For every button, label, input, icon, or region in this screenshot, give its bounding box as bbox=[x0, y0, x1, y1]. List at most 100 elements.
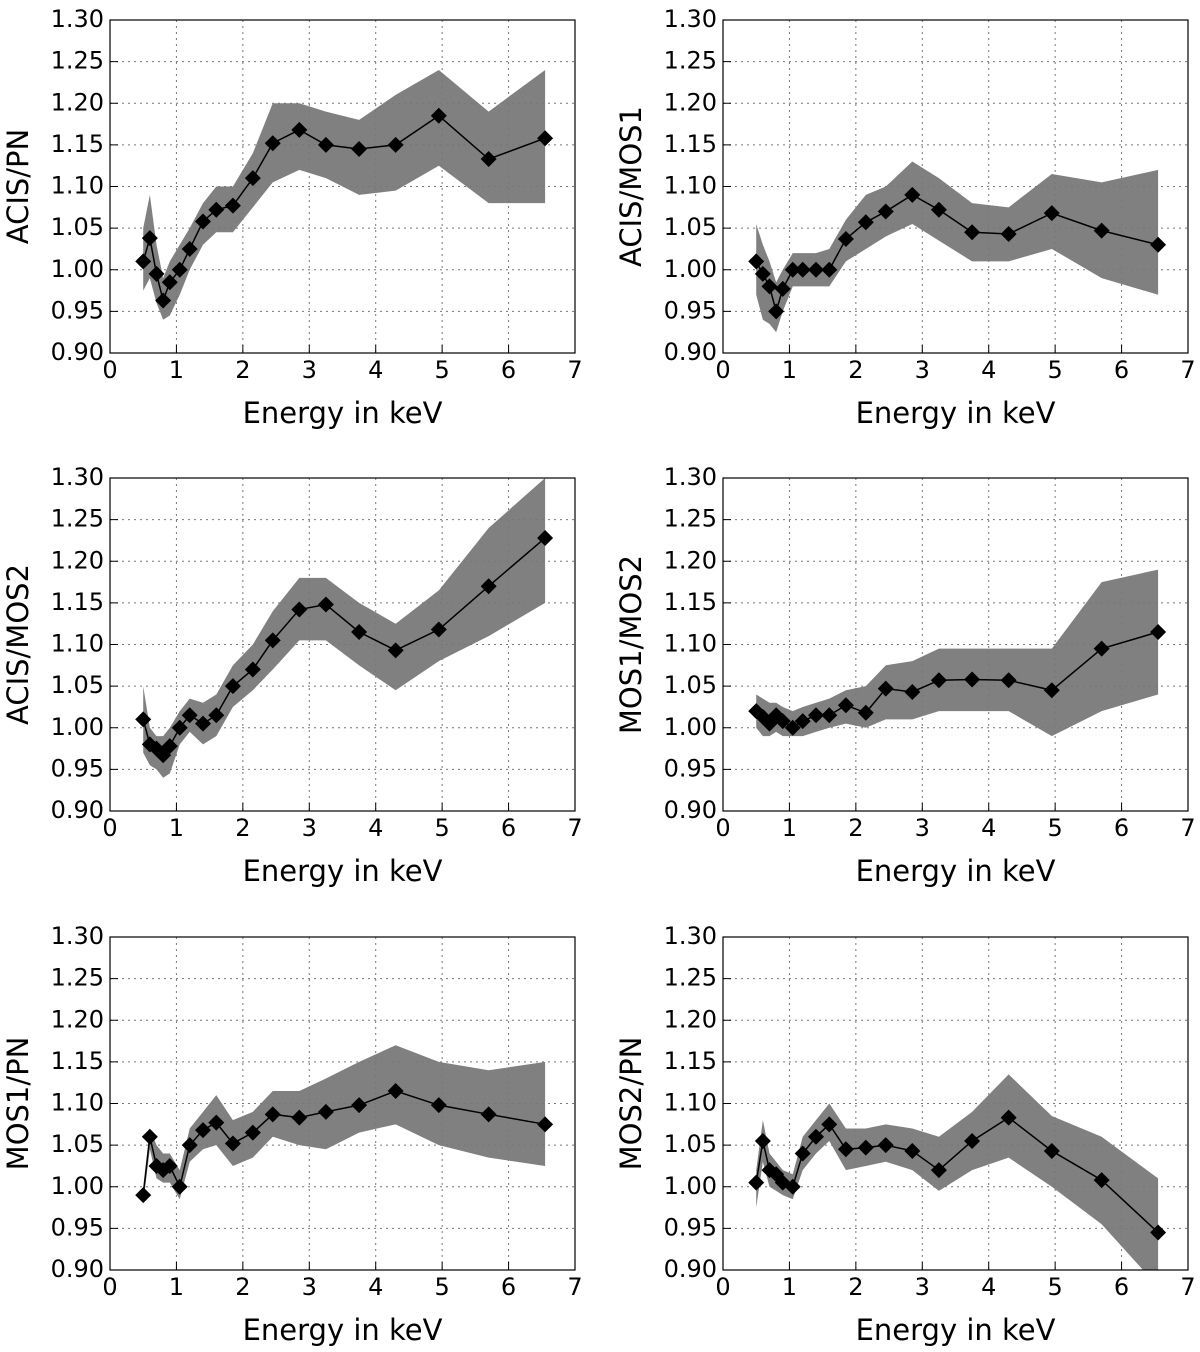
x-tick-label: 5 bbox=[1048, 356, 1063, 384]
diamond-marker bbox=[1000, 672, 1017, 689]
y-tick-label: 0.95 bbox=[51, 754, 104, 782]
diamond-marker bbox=[784, 261, 801, 278]
diamond-marker bbox=[837, 1141, 854, 1158]
diamond-marker bbox=[537, 130, 554, 147]
diamond-marker bbox=[808, 1128, 824, 1145]
diamond-marker bbox=[1000, 1109, 1017, 1126]
axes-frame bbox=[722, 19, 1189, 354]
diamond-marker bbox=[171, 719, 188, 736]
diamond-marker bbox=[161, 1157, 178, 1174]
axes-frame bbox=[722, 477, 1189, 812]
diamond-marker bbox=[351, 624, 368, 641]
diamond-marker bbox=[904, 1142, 921, 1159]
y-tick-label: 0.95 bbox=[51, 296, 104, 324]
x-tick-label: 3 bbox=[302, 814, 317, 842]
axes-frame bbox=[109, 477, 576, 812]
y-tick-label: 1.15 bbox=[664, 130, 717, 158]
x-tick-label: 4 bbox=[981, 814, 996, 842]
diamond-marker bbox=[135, 711, 152, 728]
subplot: 0.90 0.95 1.00 1.05 1.10 1.15 1.20 1.25 1.30 0 1 2 3… bbox=[1, 5, 583, 430]
x-tick-label: 7 bbox=[567, 814, 582, 842]
diamond-marker bbox=[784, 719, 801, 736]
y-tick-label: 1.00 bbox=[664, 713, 717, 741]
diamond-marker bbox=[1000, 225, 1017, 242]
y-tick-label: 1.10 bbox=[664, 1089, 717, 1117]
diamond-marker bbox=[135, 1187, 152, 1204]
plot-area bbox=[723, 937, 1188, 1270]
diamond-marker bbox=[761, 278, 778, 295]
subplot: 0.90 0.95 1.00 1.05 1.10 1.15 1.20 1.25 1.30 0 1 2 3… bbox=[1, 463, 583, 888]
diamond-marker bbox=[748, 1174, 765, 1191]
diamond-marker bbox=[1043, 205, 1060, 222]
y-tick-label: 1.25 bbox=[664, 505, 717, 533]
x-tick-label: 0 bbox=[102, 1273, 117, 1301]
diamond-marker bbox=[195, 213, 211, 230]
diamond-marker bbox=[171, 261, 188, 278]
diamond-marker bbox=[195, 715, 211, 732]
x-tick-label: 0 bbox=[102, 814, 117, 842]
x-tick-label: 0 bbox=[102, 356, 117, 384]
y-tick-label: 1.25 bbox=[664, 47, 717, 75]
diamond-marker bbox=[754, 1132, 771, 1149]
y-tick-label: 0.95 bbox=[664, 1213, 717, 1241]
x-tick-label: 3 bbox=[302, 356, 317, 384]
y-tick-label: 1.20 bbox=[664, 88, 717, 116]
y-tick-label: 1.05 bbox=[664, 671, 717, 699]
y-tick-label: 1.15 bbox=[664, 1047, 717, 1075]
plot-area bbox=[110, 20, 575, 353]
x-axis-label: Energy in keV bbox=[243, 396, 443, 430]
diamond-marker bbox=[877, 680, 894, 697]
x-tick-label: 2 bbox=[848, 814, 863, 842]
y-tick-label: 0.95 bbox=[664, 296, 717, 324]
x-tick-label: 7 bbox=[567, 356, 582, 384]
diamond-marker bbox=[224, 1135, 241, 1152]
diamond-marker bbox=[264, 135, 281, 152]
diamond-marker bbox=[964, 1132, 981, 1149]
y-tick-label: 1.20 bbox=[51, 546, 104, 574]
diamond-marker bbox=[148, 265, 165, 282]
y-tick-label: 1.00 bbox=[664, 1172, 717, 1200]
error-band bbox=[143, 478, 546, 778]
diamond-marker bbox=[317, 596, 334, 613]
diamond-marker bbox=[430, 621, 447, 638]
x-tick-label: 6 bbox=[1114, 814, 1129, 842]
diamond-marker bbox=[1150, 236, 1167, 253]
diamond-marker bbox=[754, 265, 771, 282]
x-tick-label: 3 bbox=[915, 356, 930, 384]
y-axis-label: ACIS/PN bbox=[1, 129, 35, 245]
diamond-marker bbox=[784, 1178, 801, 1195]
x-tick-label: 0 bbox=[715, 356, 730, 384]
diamond-marker bbox=[387, 1083, 404, 1100]
diamond-marker bbox=[837, 230, 854, 247]
y-tick-label: 1.10 bbox=[664, 172, 717, 200]
x-tick-label: 4 bbox=[368, 1273, 383, 1301]
diamond-marker bbox=[1150, 624, 1167, 641]
x-tick-label: 2 bbox=[848, 356, 863, 384]
y-tick-label: 0.90 bbox=[51, 1255, 104, 1283]
diamond-marker bbox=[244, 170, 261, 187]
x-tick-label: 3 bbox=[915, 1273, 930, 1301]
y-tick-label: 1.25 bbox=[51, 505, 104, 533]
y-tick-label: 1.30 bbox=[51, 5, 104, 33]
y-tick-label: 1.15 bbox=[51, 1047, 104, 1075]
x-tick-label: 6 bbox=[1114, 356, 1129, 384]
diamond-marker bbox=[161, 274, 178, 291]
diamond-marker bbox=[244, 1124, 261, 1141]
diamond-marker bbox=[480, 578, 497, 595]
diamond-marker bbox=[264, 632, 281, 649]
diamond-marker bbox=[181, 240, 198, 257]
y-tick-label: 1.05 bbox=[664, 1130, 717, 1158]
x-tick-label: 2 bbox=[235, 814, 250, 842]
diamond-marker bbox=[857, 1139, 874, 1156]
x-axis-label: Energy in keV bbox=[243, 1313, 443, 1347]
diamond-marker bbox=[181, 707, 198, 724]
subplot: 0.90 0.95 1.00 1.05 1.10 1.15 1.20 1.25 1.30 0 1 2 3… bbox=[614, 922, 1196, 1347]
y-tick-label: 1.15 bbox=[51, 130, 104, 158]
diamond-marker bbox=[195, 1122, 211, 1139]
y-tick-label: 0.90 bbox=[664, 796, 717, 824]
x-tick-label: 1 bbox=[782, 356, 797, 384]
error-band bbox=[756, 1074, 1159, 1270]
y-axis-label: MOS1/PN bbox=[1, 1037, 35, 1171]
diamond-marker bbox=[208, 1114, 225, 1131]
